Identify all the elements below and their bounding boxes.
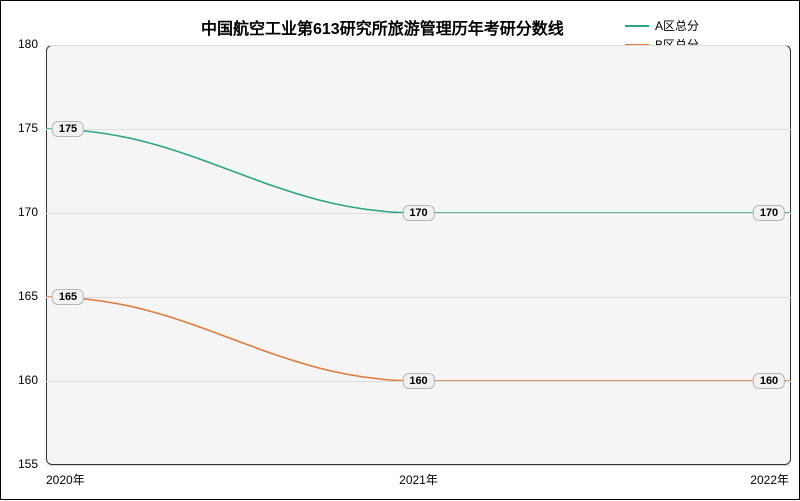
data-point-label: 175 [52, 121, 84, 137]
data-point-label: 170 [402, 205, 434, 221]
data-point-label: 165 [52, 289, 84, 305]
y-tick-label: 175 [18, 121, 38, 135]
data-point-label: 170 [753, 205, 785, 221]
legend-swatch-a [625, 25, 649, 27]
data-point-label: 160 [402, 373, 434, 389]
legend-item-a: A区总分 [625, 17, 699, 34]
y-tick-label: 160 [18, 373, 38, 387]
gridline-y [46, 45, 791, 46]
gridline-y [46, 129, 791, 130]
chart-title: 中国航空工业第613研究所旅游管理历年考研分数线 [201, 15, 564, 39]
y-tick-label: 155 [18, 457, 38, 471]
y-tick-label: 180 [18, 37, 38, 51]
x-tick-label: 2020年 [46, 471, 85, 488]
y-tick-label: 170 [18, 205, 38, 219]
gridline-y [46, 465, 791, 466]
x-tick-label: 2021年 [399, 471, 438, 488]
chart-container: 中国航空工业第613研究所旅游管理历年考研分数线 A区总分 B区总分 15516… [0, 0, 800, 500]
gridline-y [46, 297, 791, 298]
legend-label-a: A区总分 [655, 17, 699, 34]
data-point-label: 160 [753, 373, 785, 389]
x-tick-label: 2022年 [750, 471, 789, 488]
plot-area [46, 45, 791, 465]
y-tick-label: 165 [18, 289, 38, 303]
